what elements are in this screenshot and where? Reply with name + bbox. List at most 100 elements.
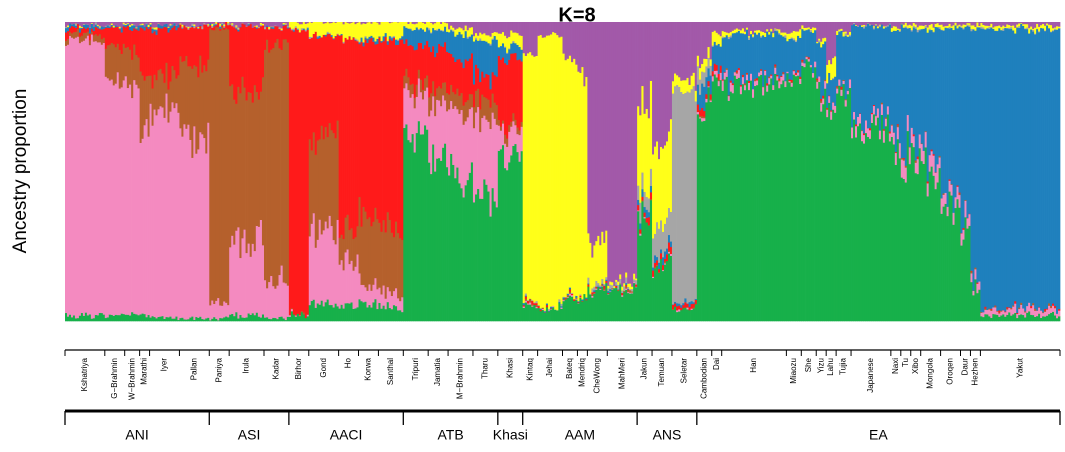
ancestry-segment [504,134,507,144]
ancestry-segment [579,297,582,322]
ancestry-segment [1052,28,1055,31]
ancestry-segment [926,181,930,184]
ancestry-segment [678,22,681,78]
ancestry-segment [508,162,511,322]
ancestry-segment [978,22,981,27]
ancestry-segment [334,22,337,37]
ancestry-segment [78,25,82,28]
ancestry-segment [910,25,914,31]
ancestry-segment [756,22,759,31]
population-label: Jehai [545,358,554,377]
ancestry-segment [990,317,993,322]
ancestry-segment [401,297,404,313]
ancestry-segment [65,26,68,29]
ancestry-segment [621,295,624,297]
ancestry-segment [930,23,933,31]
ancestry-segment [487,121,490,192]
ancestry-segment [187,27,190,30]
ancestry-segment [114,83,118,315]
population-label: Tujia [839,357,848,375]
ancestry-segment [401,35,404,37]
ancestry-segment [122,313,126,322]
ancestry-segment [438,86,441,101]
ancestry-segment [94,22,98,25]
ancestry-segment [233,22,236,28]
ancestry-segment [918,28,922,31]
ancestry-segment [122,22,126,23]
ancestry-segment [950,183,953,185]
ancestry-segment [475,37,478,40]
ancestry-segment [352,22,355,38]
ancestry-segment [884,118,888,127]
ancestry-segment [727,95,731,97]
ancestry-segment [894,152,898,165]
ancestry-segment [645,22,649,109]
ancestry-segment [662,148,665,232]
ancestry-segment [282,24,286,26]
ancestry-segment [564,297,568,298]
ancestry-segment [745,27,749,30]
ancestry-segment [368,36,371,40]
ancestry-segment [292,22,296,29]
ancestry-segment [193,24,196,26]
ancestry-segment [356,22,359,40]
ancestry-segment [587,233,590,278]
ancestry-segment [286,316,290,322]
ancestry-segment [504,143,507,169]
ancestry-segment [239,22,242,27]
ancestry-segment [324,22,328,24]
ancestry-segment [512,112,515,122]
ancestry-segment [340,33,343,36]
ancestry-segment [432,27,435,47]
ancestry-segment [421,29,425,49]
ancestry-segment [788,33,791,39]
ancestry-segment [497,125,501,151]
ancestry-segment [78,27,82,29]
ancestry-segment [682,93,685,304]
ancestry-segment [597,22,600,236]
ancestry-segment [181,28,184,62]
ancestry-segment [625,22,628,273]
ancestry-segment [617,281,620,285]
ancestry-segment [635,279,638,285]
ancestry-segment [223,317,226,322]
ancestry-segment [82,27,86,33]
ancestry-segment [692,302,696,304]
ancestry-segment [131,59,134,99]
ancestry-segment [1050,312,1053,322]
ancestry-segment [601,285,604,287]
ancestry-segment [674,22,677,74]
ancestry-segment [914,22,918,25]
ancestry-segment [575,22,578,65]
ancestry-segment [782,22,785,33]
ancestry-segment [912,25,916,28]
ancestry-segment [836,30,839,36]
ancestry-segment [155,34,158,81]
ancestry-segment [326,34,330,138]
ancestry-segment [906,28,910,116]
ancestry-segment [382,36,385,42]
ancestry-segment [133,24,136,26]
ancestry-segment [709,65,713,76]
ancestry-segment [958,193,961,196]
ancestry-segment [633,273,636,280]
ancestry-segment [674,301,677,304]
ancestry-segment [870,22,874,25]
ancestry-segment [978,281,981,290]
ancestry-segment [358,299,361,322]
ancestry-segment [415,49,419,85]
ancestry-segment [529,299,532,301]
ancestry-segment [721,36,725,39]
ancestry-segment [705,102,708,322]
ancestry-segment [366,307,369,322]
ancestry-segment [94,26,98,35]
ancestry-segment [458,113,461,184]
ancestry-segment [743,22,747,32]
population-label: Seletar [680,358,689,384]
ancestry-segment [1050,22,1053,26]
ancestry-segment [145,23,148,25]
ancestry-segment [535,304,538,308]
ancestry-segment [768,76,771,79]
ancestry-segment [497,22,501,34]
ancestry-segment [589,293,592,295]
